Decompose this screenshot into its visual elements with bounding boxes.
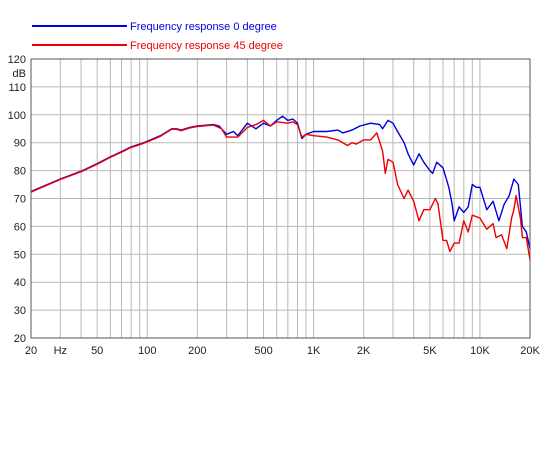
legend-label-0deg: Frequency response 0 degree bbox=[130, 21, 277, 33]
legend-label-45deg: Frequency response 45 degree bbox=[130, 40, 283, 52]
x-tick-label: 20 bbox=[25, 345, 37, 357]
y-tick-label: 30 bbox=[14, 305, 26, 317]
y-tick-label: 90 bbox=[14, 138, 26, 150]
y-tick-label: 40 bbox=[14, 277, 26, 289]
plot-border bbox=[30, 58, 531, 339]
y-tick-label: 110 bbox=[8, 82, 26, 94]
y-tick-label: 80 bbox=[14, 166, 26, 178]
y-tick-labels: 20 30 40 50 60 70 80 90 100 110 120 bbox=[8, 54, 26, 345]
x-tick-label: 500 bbox=[254, 345, 272, 357]
x-tick-label: 2K bbox=[357, 345, 371, 357]
x-tick-label: 20K bbox=[520, 345, 540, 357]
y-tick-label: 50 bbox=[14, 249, 26, 261]
x-tick-label: 1K bbox=[307, 345, 321, 357]
y-tick-label: 20 bbox=[14, 333, 26, 345]
y-axis-unit-label: dB bbox=[13, 68, 26, 80]
x-tick-label: 5K bbox=[423, 345, 437, 357]
x-tick-label: Hz bbox=[54, 345, 67, 357]
series-line-45deg bbox=[30, 119, 531, 261]
y-tick-label: 70 bbox=[14, 194, 26, 206]
y-tick-label: 120 bbox=[8, 54, 26, 66]
x-tick-label: 100 bbox=[138, 345, 156, 357]
x-tick-label: 200 bbox=[188, 345, 206, 357]
x-tick-label: 50 bbox=[91, 345, 103, 357]
x-tick-label: 10K bbox=[470, 345, 490, 357]
chart-legend: Frequency response 0 degree Frequency re… bbox=[32, 21, 283, 52]
y-tick-label: 60 bbox=[14, 221, 26, 233]
y-tick-label: 100 bbox=[8, 110, 26, 122]
data-series bbox=[30, 115, 531, 261]
grid-lines bbox=[31, 59, 530, 338]
x-tick-labels: 20 Hz 50 100 200 500 1K 2K 5K 10K 20K bbox=[25, 345, 541, 357]
